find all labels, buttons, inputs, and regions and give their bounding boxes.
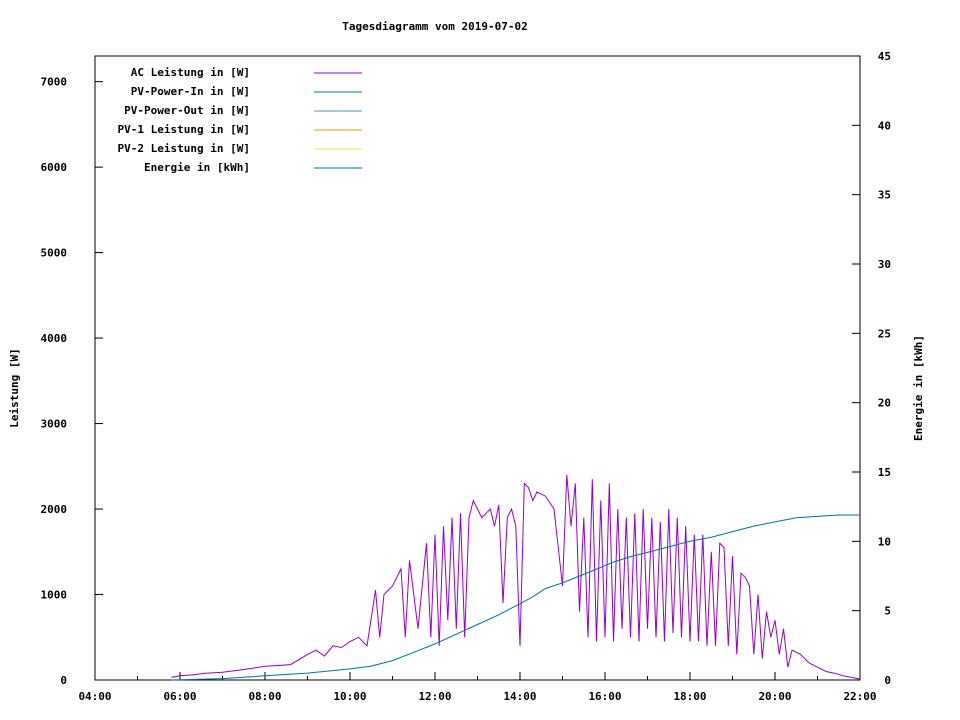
x-tick-label: 12:00 <box>418 690 451 703</box>
x-tick-label: 10:00 <box>333 690 366 703</box>
y-tick-label: 2000 <box>41 503 68 516</box>
series-layer <box>171 474 861 681</box>
y2-tick-label: 30 <box>878 258 891 271</box>
y2-tick-label: 40 <box>878 119 891 132</box>
y2-tick-label: 15 <box>878 466 891 479</box>
y2-tick-label: 45 <box>878 50 891 63</box>
y-tick-label: 5000 <box>41 247 68 260</box>
legend-label: PV-1 Leistung in [W] <box>118 123 250 136</box>
chart-title: Tagesdiagramm vom 2019-07-02 <box>342 20 527 33</box>
y-axis-label: Leistung [W] <box>8 348 21 427</box>
y-tick-label: 4000 <box>41 332 68 345</box>
x-tick-label: 22:00 <box>843 690 876 703</box>
x-tick-label: 14:00 <box>503 690 536 703</box>
y2-axis-label: Energie in [kWh] <box>912 335 925 441</box>
x-tick-label: 18:00 <box>673 690 706 703</box>
legend-label: Energie in [kWh] <box>144 161 250 174</box>
y-tick-label: 6000 <box>41 161 68 174</box>
y2-tick-label: 20 <box>878 397 891 410</box>
legend-label: PV-Power-Out in [W] <box>124 104 250 117</box>
y-tick-label: 1000 <box>41 589 68 602</box>
y2-tick-label: 10 <box>878 535 891 548</box>
y2-tick-label: 35 <box>878 189 891 202</box>
y-tick-label: 7000 <box>41 76 68 89</box>
x-tick-label: 20:00 <box>758 690 791 703</box>
legend-label: PV-2 Leistung in [W] <box>118 142 250 155</box>
y2-tick-label: 0 <box>884 674 891 687</box>
y2-tick-label: 25 <box>878 327 891 340</box>
x-tick-label: 16:00 <box>588 690 621 703</box>
y-tick-label: 0 <box>60 674 67 687</box>
x-tick-label: 04:00 <box>78 690 111 703</box>
series-line-5 <box>171 514 860 681</box>
y2-tick-label: 5 <box>884 605 891 618</box>
legend: AC Leistung in [W] PV-Power-In in [W] PV-P… <box>118 66 362 174</box>
y-tick-label: 3000 <box>41 418 68 431</box>
x-tick-label: 06:00 <box>163 690 196 703</box>
legend-label: PV-Power-In in [W] <box>131 85 250 98</box>
x-tick-label: 08:00 <box>248 690 281 703</box>
series-line-0 <box>171 474 861 680</box>
axis-ticks: 0 1000 2000 3000 4000 5000 6000 7000 0 5 10 15 20 25 3… <box>41 50 892 703</box>
legend-label: AC Leistung in [W] <box>131 66 250 79</box>
